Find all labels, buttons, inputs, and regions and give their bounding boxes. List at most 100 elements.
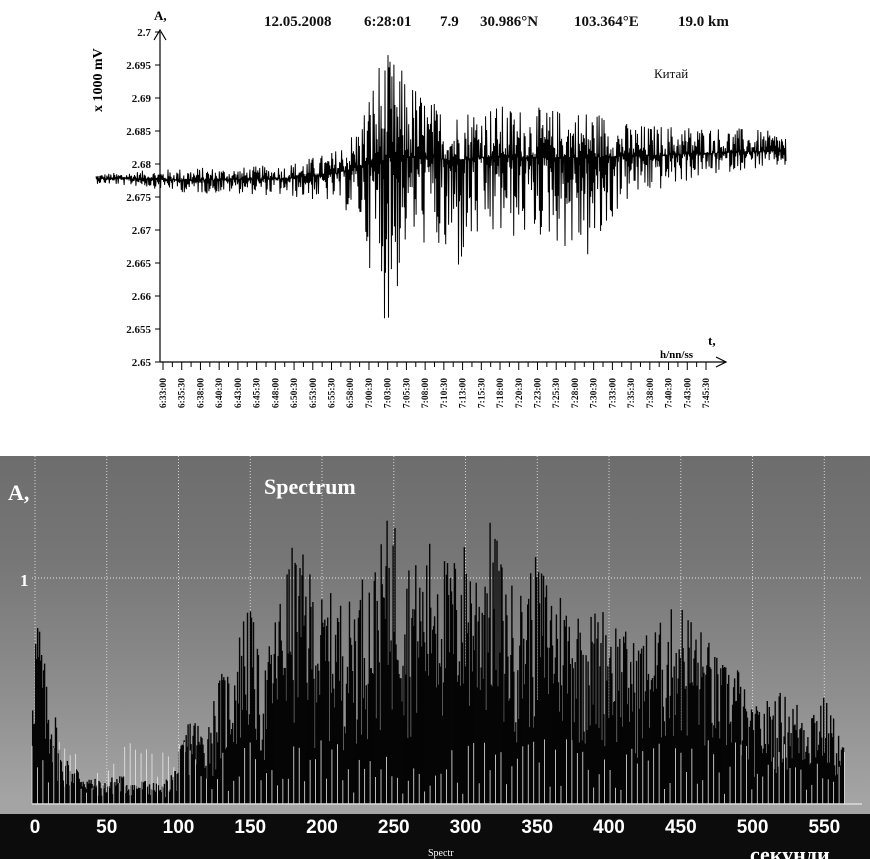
spectrum-bar <box>731 742 733 804</box>
spectrum-x-tick-label: 50 <box>96 817 117 838</box>
spectrum-bar <box>400 678 402 804</box>
spectrum-bar <box>125 793 127 804</box>
spectrum-bar <box>424 642 426 804</box>
spectrum-bar <box>36 659 38 804</box>
spectrum-bar <box>66 760 69 804</box>
spectrum-bar <box>821 737 823 804</box>
x-tick-label: 7:08:00 <box>421 378 431 408</box>
spectrum-bar <box>491 686 493 804</box>
spectrum-bar <box>175 790 177 804</box>
spectrum-bar <box>677 678 679 804</box>
spectrum-bar <box>126 785 128 804</box>
spectrum-bar <box>715 728 717 804</box>
spectrum-bar <box>813 714 815 804</box>
spectrum-bar <box>202 744 204 804</box>
spectrum-bar <box>768 707 770 804</box>
spectrum-bar <box>132 785 134 804</box>
spectrum-bar <box>448 652 451 804</box>
spectrum-bar <box>652 691 655 804</box>
spectrum-bar <box>519 645 521 804</box>
spectrum-bar <box>232 722 234 804</box>
spectrum-bar <box>376 600 378 804</box>
spectrum-bar <box>731 704 734 804</box>
spectrum-bar <box>82 781 84 804</box>
spectrum-bar <box>656 665 659 804</box>
spectrum-bar <box>579 632 581 804</box>
spectrum-bar <box>498 570 500 804</box>
spectrum-bar <box>414 609 416 804</box>
spectrum-bar <box>466 633 468 804</box>
spectrum-bar <box>56 780 59 804</box>
spectrum-bar <box>312 602 314 804</box>
spectrum-bar <box>106 792 108 804</box>
spectrum-bar <box>550 605 553 804</box>
spectrum-bar <box>679 657 681 804</box>
spectrum-bar <box>228 683 230 804</box>
spectrum-bar <box>477 621 479 804</box>
spectrum-bar <box>195 764 197 804</box>
spectrum-bar <box>517 670 519 804</box>
spectrum-bar <box>803 730 805 804</box>
spectrum-bar <box>683 661 685 804</box>
spectrum-bar <box>410 736 412 804</box>
spectrum-bar <box>275 678 277 804</box>
spectrum-bar <box>771 719 773 804</box>
spectrum-bar <box>38 631 41 804</box>
x-tick-label: 7:03:00 <box>384 378 394 408</box>
spectrum-bar <box>827 762 829 804</box>
spectrum-bar <box>533 716 536 804</box>
spectrum-bar <box>374 572 376 804</box>
spectrum-bar <box>217 742 219 804</box>
spectrum-bar <box>694 650 696 804</box>
spectrum-bar <box>354 641 357 804</box>
spectrum-bar <box>235 743 238 804</box>
spectrum-bar <box>838 760 841 804</box>
spectrum-bar <box>479 690 481 804</box>
spectrum-bar <box>473 650 475 804</box>
spectrum-bar <box>661 669 664 804</box>
spectrum-bar <box>60 761 63 804</box>
spectrum-bar <box>108 785 110 804</box>
spectrum-bar <box>140 781 143 804</box>
spectrum-bar <box>373 580 375 804</box>
spectrum-bar <box>726 745 728 804</box>
spectrum-bar <box>54 717 57 804</box>
spectrum-bar <box>372 673 374 804</box>
spectrum-bar <box>795 730 797 804</box>
spectrum-bar <box>467 622 469 804</box>
spectrum-bar <box>260 750 263 804</box>
spectrum-bar <box>338 680 341 804</box>
spectrum-bar <box>706 665 708 804</box>
spectrum-bar <box>211 743 213 804</box>
spectrum-bar <box>488 617 490 804</box>
spectrum-bar <box>806 746 808 804</box>
spectrum-bar <box>587 661 589 804</box>
spectrum-bar <box>833 765 836 804</box>
spectrum-bar <box>270 654 272 804</box>
spectrum-bar <box>101 795 103 804</box>
spectrum-bar <box>601 740 603 804</box>
spectrum-bar <box>696 685 698 804</box>
spectrum-bar <box>776 737 778 804</box>
spectrum-bar <box>509 698 511 804</box>
spectrum-bar <box>301 575 303 804</box>
spectrum-bar <box>188 775 190 804</box>
spectrum-bar <box>508 700 510 804</box>
spectrum-bar <box>332 673 334 804</box>
spectrum-bar <box>190 744 192 804</box>
spectrum-bar <box>390 640 392 804</box>
spectrum-bar <box>369 668 371 804</box>
spectrum-bar <box>134 785 136 804</box>
x-tick-label: 6:58:00 <box>346 378 356 408</box>
spectrum-bar <box>434 633 437 804</box>
spectrum-bar <box>44 738 47 804</box>
spectrum-bar <box>743 689 746 804</box>
spectrum-bar <box>748 726 751 804</box>
spectrum-bar <box>618 690 620 804</box>
spectrum-bar <box>603 714 605 804</box>
spectrum-bar <box>515 722 517 804</box>
spectrum-bar <box>463 547 465 804</box>
spectrum-bar <box>570 740 572 804</box>
spectrum-bar <box>196 745 198 804</box>
event-longitude: 103.364°E <box>574 14 639 30</box>
